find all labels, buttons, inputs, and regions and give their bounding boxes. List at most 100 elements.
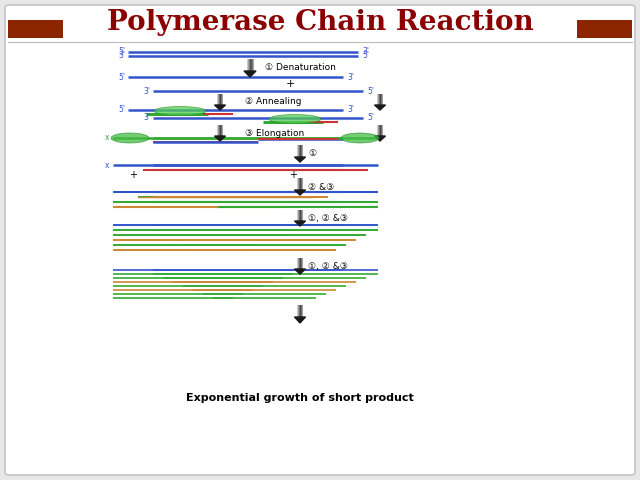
- Polygon shape: [294, 157, 305, 162]
- Bar: [221, 125, 222, 136]
- Bar: [301, 258, 302, 269]
- Bar: [377, 94, 378, 105]
- Text: 3': 3': [143, 86, 150, 96]
- Bar: [382, 94, 383, 105]
- Bar: [380, 125, 381, 136]
- Text: +: +: [129, 170, 137, 180]
- Text: Polymerase Chain Reaction: Polymerase Chain Reaction: [107, 9, 533, 36]
- Bar: [298, 305, 299, 317]
- Bar: [577, 20, 632, 38]
- Bar: [297, 258, 298, 269]
- Bar: [298, 210, 299, 221]
- Bar: [302, 305, 303, 317]
- Text: 3': 3': [362, 48, 369, 57]
- Bar: [301, 305, 302, 317]
- Bar: [302, 258, 303, 269]
- Bar: [379, 125, 380, 136]
- Bar: [378, 94, 379, 105]
- Bar: [298, 178, 299, 190]
- Bar: [217, 125, 218, 136]
- Bar: [301, 145, 302, 157]
- Bar: [299, 178, 300, 190]
- Bar: [300, 258, 301, 269]
- Bar: [248, 59, 250, 71]
- Text: 3': 3': [118, 51, 125, 60]
- Text: 3': 3': [347, 106, 354, 115]
- Text: x: x: [104, 160, 109, 169]
- Bar: [380, 94, 381, 105]
- Bar: [302, 210, 303, 221]
- Ellipse shape: [269, 115, 321, 123]
- Bar: [219, 125, 220, 136]
- Bar: [218, 94, 219, 105]
- Bar: [221, 94, 222, 105]
- Text: ①: ①: [308, 149, 316, 158]
- Bar: [377, 125, 378, 136]
- Bar: [298, 258, 299, 269]
- Text: ① Denaturation: ① Denaturation: [265, 63, 336, 72]
- Polygon shape: [214, 105, 225, 110]
- Text: ② Annealing: ② Annealing: [245, 97, 301, 107]
- Polygon shape: [374, 136, 385, 141]
- Bar: [300, 145, 301, 157]
- Bar: [297, 145, 298, 157]
- Bar: [299, 305, 300, 317]
- Bar: [381, 125, 382, 136]
- Bar: [301, 178, 302, 190]
- Polygon shape: [374, 105, 385, 110]
- Polygon shape: [294, 317, 305, 323]
- Bar: [297, 210, 298, 221]
- Bar: [382, 125, 383, 136]
- Bar: [378, 125, 379, 136]
- Bar: [297, 305, 298, 317]
- Polygon shape: [294, 190, 305, 195]
- Polygon shape: [214, 136, 225, 141]
- Polygon shape: [244, 71, 256, 77]
- Text: +: +: [285, 79, 294, 89]
- Bar: [300, 178, 301, 190]
- Text: 5': 5': [362, 51, 369, 60]
- Text: 5': 5': [367, 113, 374, 122]
- Bar: [381, 94, 382, 105]
- Bar: [220, 125, 221, 136]
- Text: 5': 5': [118, 106, 125, 115]
- Bar: [219, 94, 220, 105]
- Text: x: x: [104, 133, 109, 143]
- Text: 5': 5': [367, 86, 374, 96]
- Bar: [299, 258, 300, 269]
- Polygon shape: [294, 269, 305, 274]
- Bar: [302, 178, 303, 190]
- Text: ② &③: ② &③: [308, 182, 334, 192]
- Bar: [302, 145, 303, 157]
- Text: Exponential growth of short product: Exponential growth of short product: [186, 393, 414, 403]
- Bar: [300, 305, 301, 317]
- FancyBboxPatch shape: [5, 5, 635, 475]
- Bar: [222, 94, 223, 105]
- Text: +: +: [289, 170, 297, 180]
- Bar: [218, 125, 219, 136]
- Bar: [8, 20, 63, 38]
- Text: 5': 5': [118, 48, 125, 57]
- Bar: [250, 59, 252, 71]
- Ellipse shape: [111, 133, 149, 143]
- Bar: [379, 94, 380, 105]
- Text: ③ Elongation: ③ Elongation: [245, 129, 304, 137]
- Text: 5': 5': [118, 72, 125, 82]
- Polygon shape: [294, 221, 305, 226]
- Text: 3': 3': [143, 113, 150, 122]
- Bar: [298, 145, 299, 157]
- Bar: [301, 210, 302, 221]
- Text: 3': 3': [347, 72, 354, 82]
- Bar: [299, 145, 300, 157]
- Text: ①, ② &③: ①, ② &③: [308, 263, 348, 272]
- Bar: [220, 94, 221, 105]
- Bar: [297, 178, 298, 190]
- Bar: [299, 210, 300, 221]
- Ellipse shape: [341, 133, 379, 143]
- Text: ①, ② &③: ①, ② &③: [308, 215, 348, 224]
- Bar: [300, 210, 301, 221]
- Bar: [252, 59, 253, 71]
- Bar: [217, 94, 218, 105]
- Ellipse shape: [154, 107, 206, 116]
- Bar: [222, 125, 223, 136]
